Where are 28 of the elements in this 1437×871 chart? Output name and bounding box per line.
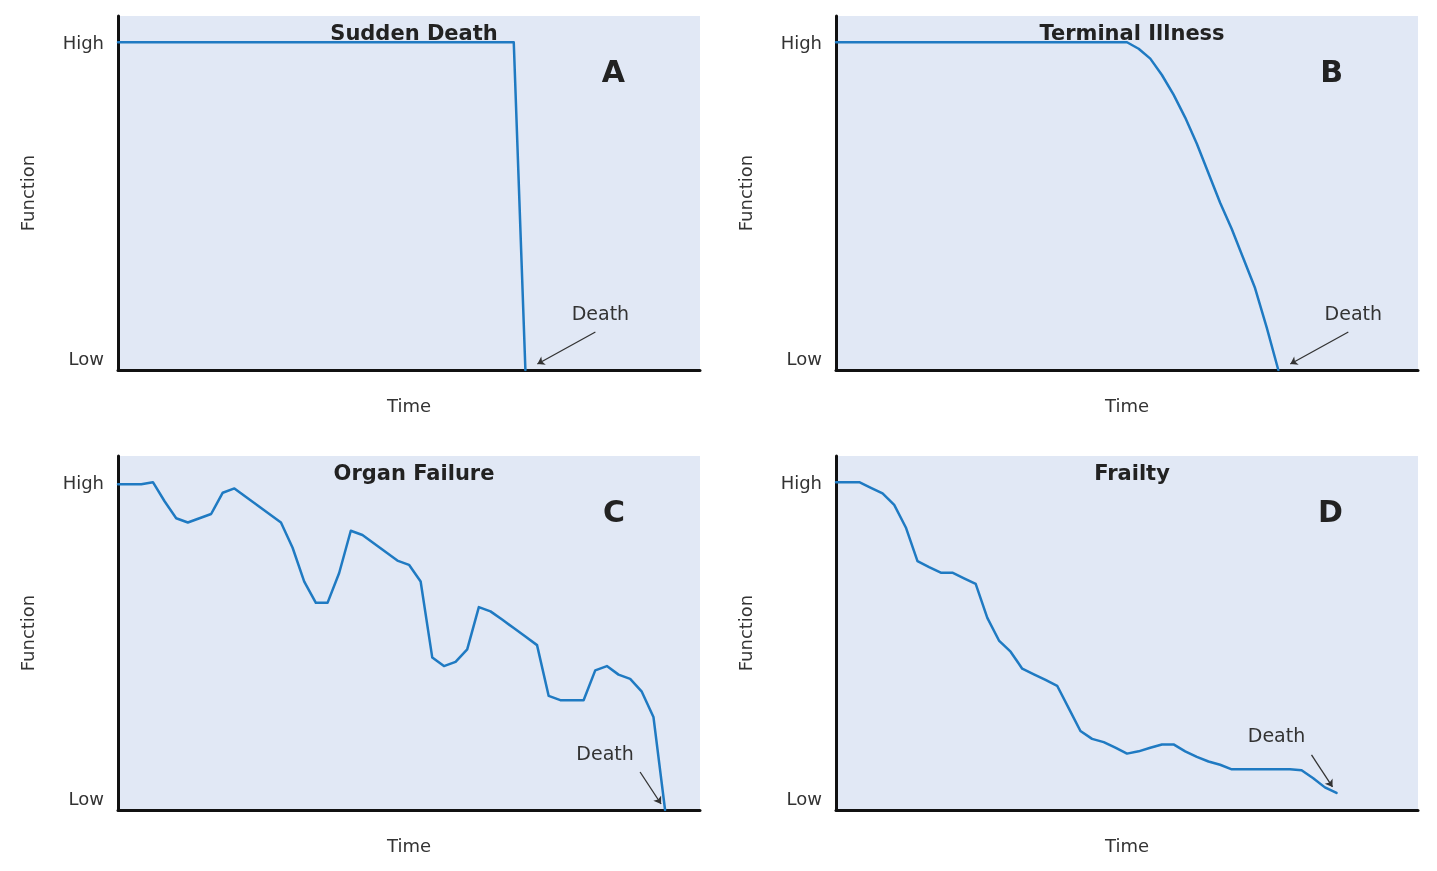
text: Low xyxy=(786,787,822,809)
annotation: B xyxy=(1320,53,1344,89)
y-axis-title: Function xyxy=(16,154,38,232)
text: High xyxy=(780,31,822,53)
text: High xyxy=(62,471,104,493)
annotation: C xyxy=(602,493,626,529)
y-axis-title: Function xyxy=(734,154,756,232)
y-axis-title: Function xyxy=(16,594,38,672)
x-axis-title: Time xyxy=(385,834,432,856)
chart-title: Frailty xyxy=(1094,460,1171,485)
text: High xyxy=(780,471,822,493)
chart-title: Terminal Illness xyxy=(1039,20,1225,45)
x-axis-title: Time xyxy=(1103,394,1150,416)
annotation: Death xyxy=(571,301,630,324)
annotation: D xyxy=(1318,493,1343,529)
x-axis-title: Time xyxy=(1103,834,1150,856)
chart-title: Sudden Death xyxy=(330,20,498,45)
text: High xyxy=(62,31,104,53)
annotation: Death xyxy=(1324,301,1383,324)
annotation: Death xyxy=(1247,724,1306,747)
text: Low xyxy=(68,347,104,369)
annotation: A xyxy=(601,53,626,89)
text: Low xyxy=(68,787,104,809)
chart-title: Organ Failure xyxy=(333,460,495,485)
annotation: Death xyxy=(576,741,634,764)
y-axis-title: Function xyxy=(734,594,756,672)
text: Low xyxy=(786,347,822,369)
x-axis-title: Time xyxy=(385,394,432,416)
